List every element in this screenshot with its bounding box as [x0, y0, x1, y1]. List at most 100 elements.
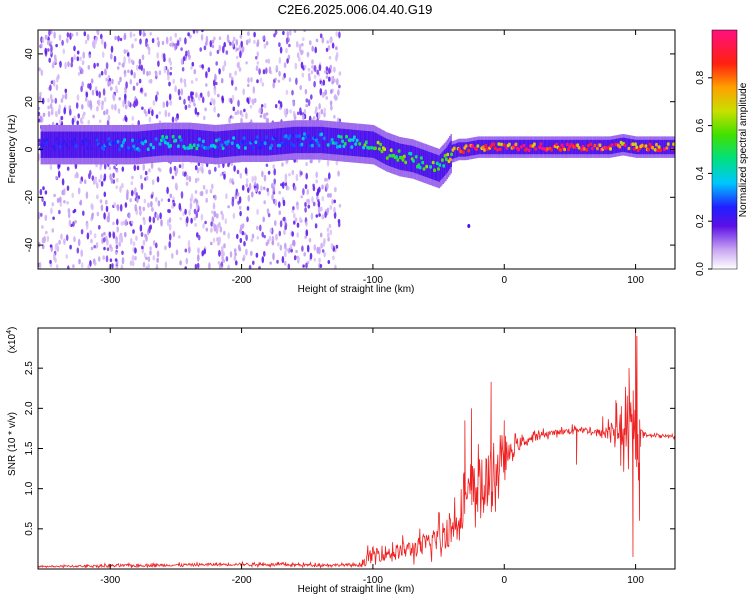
heatmap-y-tick-label: -20 — [24, 190, 35, 205]
heatmap-ridge-cell — [140, 131, 142, 158]
heatmap-noise-cell — [77, 72, 81, 76]
heatmap-ridge-cell — [631, 139, 634, 154]
heatmap-noise-cell — [212, 98, 216, 106]
heatmap-ridge-peak — [363, 143, 367, 147]
heatmap-noise-cell — [90, 238, 93, 244]
heatmap-noise-cell — [184, 208, 187, 215]
heatmap-noise-cell — [295, 173, 299, 182]
heatmap-ridge-peak — [123, 138, 127, 142]
heatmap-ridge-peak — [418, 165, 422, 170]
heatmap-noise-cell — [156, 176, 160, 183]
heatmap-noise-cell — [97, 256, 101, 262]
heatmap-noise-cell — [75, 31, 79, 36]
heatmap-noise-cell — [327, 237, 330, 242]
heatmap-noise-cell — [145, 234, 148, 242]
colorbar-tick-label: 0.0 — [695, 262, 706, 276]
heatmap-ridge-cell — [215, 131, 217, 158]
heatmap-noise-cell — [165, 36, 169, 45]
heatmap-noise-cell — [174, 32, 177, 38]
heatmap-ridge-peak — [640, 143, 644, 148]
heatmap-ridge-peak — [220, 143, 224, 147]
heatmap-noise-cell — [40, 212, 43, 217]
heatmap-noise-cell — [103, 41, 107, 49]
heatmap-noise-cell — [112, 221, 115, 226]
heatmap-ridge-cell — [388, 139, 391, 166]
heatmap-ridge-cell — [663, 139, 665, 155]
heatmap-noise-cell — [227, 264, 230, 269]
heatmap-ridge-cell — [337, 128, 339, 155]
heatmap-noise-cell — [65, 254, 68, 259]
heatmap-ridge-peak — [586, 144, 590, 148]
heatmap-noise-cell — [300, 219, 303, 223]
heatmap-noise-cell — [242, 257, 245, 262]
snr-y-tick-label: 1.0 — [24, 481, 35, 495]
heatmap-ridge-cell — [471, 141, 473, 156]
heatmap-noise-cell — [305, 221, 308, 227]
heatmap-noise-cell — [265, 67, 268, 74]
heatmap-noise-cell — [214, 166, 217, 172]
heatmap-noise-cell — [303, 252, 307, 257]
heatmap-noise-cell — [251, 233, 255, 239]
heatmap-ridge-peak — [165, 135, 169, 139]
heatmap-noise-cell — [49, 40, 53, 45]
heatmap-noise-cell — [316, 196, 319, 200]
heatmap-noise-cell — [316, 69, 320, 75]
heatmap-noise-cell — [95, 242, 99, 249]
heatmap-noise-cell — [49, 84, 52, 91]
heatmap-noise-cell — [40, 69, 44, 76]
heatmap-noise-cell — [72, 221, 75, 227]
heatmap-noise-cell — [315, 179, 319, 184]
heatmap-noise-cell — [271, 240, 275, 246]
heatmap-ridge-cell — [460, 142, 463, 157]
heatmap-noise-cell — [330, 105, 333, 111]
heatmap-noise-cell — [282, 30, 285, 36]
heatmap-ridge-cell — [175, 129, 178, 156]
heatmap-noise-cell — [82, 51, 85, 59]
heatmap-ridge-peak — [334, 141, 338, 146]
heatmap-noise-cell — [70, 33, 74, 37]
heatmap-ridge-cell — [350, 129, 353, 156]
heatmap-ridge-cell — [497, 139, 500, 155]
heatmap-noise-cell — [245, 183, 249, 188]
heatmap-ridge-peak — [65, 142, 69, 147]
heatmap-noise-cell — [159, 212, 162, 220]
heatmap-noise-cell — [254, 56, 258, 60]
heatmap-noise-cell — [318, 213, 321, 217]
heatmap-noise-cell — [231, 94, 235, 102]
heatmap-noise-cell — [311, 65, 314, 69]
heatmap-noise-cell — [120, 264, 124, 269]
heatmap-ridge-cell — [258, 129, 261, 156]
heatmap-noise-cell — [218, 44, 222, 52]
heatmap-noise-cell — [71, 117, 75, 126]
heatmap-ridge-cell — [462, 142, 464, 157]
heatmap-noise-cell — [318, 64, 322, 72]
heatmap-noise-cell — [193, 69, 197, 75]
heatmap-noise-cell — [212, 202, 216, 210]
heatmap-ridge-peak — [527, 148, 531, 152]
heatmap-ridge-cell — [229, 130, 232, 157]
heatmap-ridge-cell — [189, 129, 191, 156]
heatmap-noise-cell — [93, 261, 97, 266]
heatmap-noise-cell — [204, 107, 207, 112]
heatmap-noise-cell — [51, 228, 55, 233]
heatmap-ridge-cell — [185, 129, 187, 156]
heatmap-noise-cell — [256, 79, 259, 84]
heatmap-ridge-cell — [487, 139, 489, 155]
heatmap-noise-cell — [96, 106, 99, 112]
heatmap-noise-cell — [310, 212, 314, 220]
heatmap-noise-cell — [164, 109, 168, 118]
heatmap-noise-cell — [335, 95, 338, 101]
heatmap-noise-cell — [237, 99, 240, 107]
heatmap-ridge-cell — [70, 131, 73, 158]
heatmap-noise-cell — [205, 197, 208, 203]
heatmap-noise-cell — [272, 252, 275, 261]
heatmap-noise-cell — [129, 198, 132, 203]
heatmap-noise-cell — [49, 244, 53, 248]
heatmap-noise-cell — [229, 251, 233, 258]
heatmap-ridge-cell — [86, 131, 89, 158]
heatmap-noise-cell — [121, 166, 125, 172]
heatmap-ridge-cell — [60, 131, 62, 158]
heatmap-noise-cell — [131, 175, 134, 180]
heatmap-noise-cell — [139, 38, 142, 45]
heatmap-noise-cell — [208, 169, 211, 174]
